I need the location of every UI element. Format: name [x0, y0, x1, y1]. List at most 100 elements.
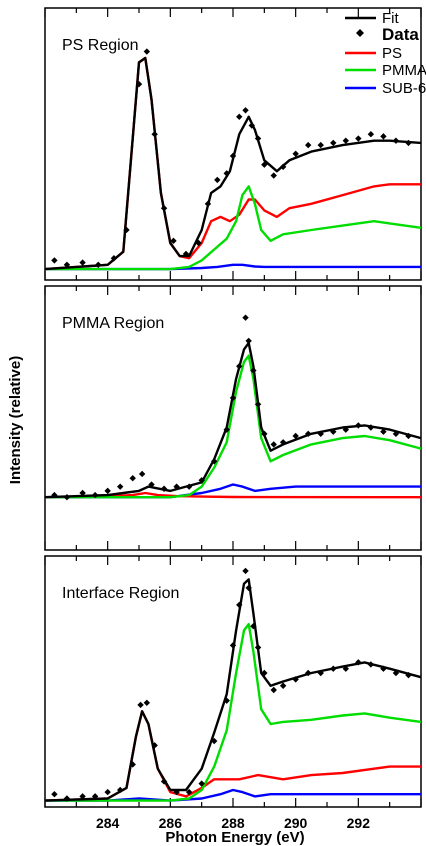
- data-point: [137, 701, 144, 709]
- data-point: [292, 432, 299, 440]
- data-point: [229, 394, 237, 402]
- data-point: [173, 788, 180, 796]
- data-point: [305, 141, 312, 149]
- data-point: [160, 485, 168, 492]
- data-point: [117, 483, 124, 490]
- data-point: [236, 363, 243, 370]
- x-tick-label: 288: [221, 815, 245, 831]
- x-tick-label: 290: [284, 815, 308, 831]
- data-point: [138, 470, 146, 478]
- data-point: [143, 48, 151, 55]
- data-point: [250, 622, 257, 630]
- data-point: [342, 665, 349, 672]
- data-point: [51, 257, 58, 264]
- data-point: [261, 161, 268, 168]
- data-point: [248, 122, 255, 129]
- data-point: [173, 483, 180, 490]
- legend-fit-label: Fit: [382, 10, 399, 27]
- data-point: [160, 204, 168, 212]
- data-point: [151, 131, 158, 138]
- data-point: [242, 107, 249, 114]
- data-point: [392, 669, 400, 677]
- data-point: [405, 432, 412, 440]
- series-sub-6-line: [45, 788, 421, 802]
- data-point: [123, 226, 130, 234]
- data-point: [143, 699, 151, 706]
- data-point: [279, 682, 287, 689]
- data-point: [342, 137, 349, 144]
- data-point: [367, 661, 375, 668]
- data-point: [380, 133, 387, 140]
- data-point: [63, 795, 71, 802]
- data-point: [129, 474, 136, 482]
- data-point: [250, 367, 257, 374]
- data-point: [51, 791, 58, 798]
- data-point: [380, 428, 387, 435]
- panel-title: Interface Region: [62, 585, 179, 602]
- data-point: [292, 676, 299, 683]
- data-point: [305, 430, 312, 438]
- data-point: [405, 671, 412, 679]
- data-point: [405, 139, 412, 147]
- data-point: [151, 742, 158, 749]
- data-point: [392, 137, 400, 144]
- panel-1: PMMA Region: [44, 285, 422, 551]
- series-pmma-line: [45, 185, 422, 271]
- data-point: [135, 80, 143, 88]
- data-point: [104, 788, 111, 796]
- series-sub-6-line: [45, 263, 421, 271]
- data-point: [236, 113, 243, 120]
- data-point: [270, 686, 277, 694]
- x-axis-label: Photon Energy (eV): [165, 829, 304, 846]
- data-point: [367, 131, 375, 138]
- data-point: [367, 424, 375, 431]
- data-point: [211, 737, 218, 745]
- legend: Fit Data PS PMMA SUB-6: [345, 10, 426, 97]
- data-point: [380, 665, 387, 672]
- data-point: [317, 141, 324, 149]
- data-point: [229, 642, 237, 649]
- x-tick-label: 284: [96, 815, 120, 831]
- data-point: [229, 152, 237, 160]
- data-point: [211, 458, 218, 465]
- data-point: [104, 487, 111, 495]
- legend-sub6-label: SUB-6: [382, 80, 426, 97]
- data-point: [355, 659, 362, 666]
- data-point: [185, 788, 193, 796]
- y-axis-label: Intensity (relative): [7, 356, 24, 484]
- data-point: [63, 494, 71, 501]
- data-point: [204, 200, 212, 208]
- data-point: [79, 489, 86, 497]
- data-point: [317, 669, 324, 677]
- data-point: [292, 150, 299, 157]
- legend-data-marker: [356, 29, 364, 37]
- series-fit-line: [44, 578, 422, 802]
- data-point: [79, 793, 86, 800]
- data-point: [170, 237, 177, 245]
- data-point: [195, 239, 202, 247]
- panel-0: PS Region: [44, 7, 422, 281]
- data-point: [51, 491, 58, 499]
- data-point: [110, 255, 118, 262]
- data-point: [392, 430, 400, 438]
- data-point: [63, 261, 71, 268]
- data-point: [330, 139, 337, 147]
- data-point: [330, 428, 337, 435]
- data-point: [129, 761, 136, 768]
- data-point: [254, 135, 262, 142]
- data-point: [279, 163, 287, 171]
- data-point: [148, 481, 155, 488]
- data-point: [79, 259, 86, 266]
- series-ps-line: [44, 491, 422, 499]
- data-point: [245, 337, 252, 345]
- series-ps-line: [44, 710, 421, 802]
- panel-2: Interface Region: [44, 555, 422, 808]
- data-point: [223, 426, 230, 433]
- data-point: [91, 793, 99, 800]
- data-point: [242, 567, 249, 575]
- data-point: [242, 314, 249, 321]
- legend-data-label: Data: [382, 25, 419, 44]
- data-point: [95, 261, 102, 268]
- data-point: [355, 422, 362, 429]
